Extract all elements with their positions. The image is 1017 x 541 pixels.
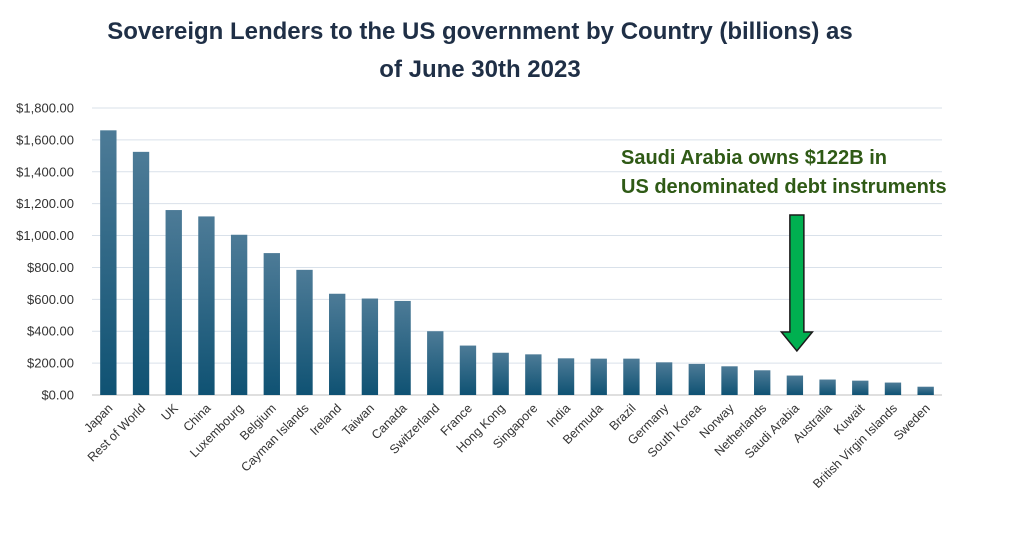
x-tick-label: Sweden [891,401,933,443]
bar-bermuda [590,358,607,395]
x-tick-label: Rest of World [85,401,148,464]
x-tick-label: Ireland [307,401,344,438]
bar-luxembourg [230,234,248,395]
x-tick-label: UK [159,401,182,424]
bar-cayman-islands [296,269,313,395]
bar-kuwait [852,380,869,395]
bar-uk [165,210,182,395]
bar-ireland [329,293,346,395]
bar-rest-of-world [132,151,150,395]
bar-australia [819,379,836,395]
bar-japan [100,130,117,396]
y-tick-label: $400.00 [27,324,74,339]
y-tick-label: $1,200.00 [16,196,74,211]
bar-switzerland [427,331,444,395]
y-tick-label: $1,800.00 [16,101,74,116]
bar-taiwan [361,298,379,395]
bar-china [198,216,215,395]
y-tick-label: $200.00 [27,356,74,371]
bar-hong-kong [492,352,509,395]
annotation-line-2: US denominated debt instruments [621,176,947,198]
y-tick-label: $600.00 [27,292,74,307]
bar-belgium [263,253,280,395]
bar-netherlands [754,370,771,395]
x-tick-label: India [544,401,573,430]
bar-singapore [525,354,542,395]
y-axis-ticks: $0.00 $200.00 $400.00 $600.00 $800.00 $1,000.… [16,101,74,403]
bar-norway [721,366,738,395]
annotation-line-1: Saudi Arabia owns $122B in [621,147,888,169]
bar-canada [394,300,411,395]
y-tick-label: $1,000.00 [16,228,74,243]
chart-title-line-1: Sovereign Lenders to the US government b… [107,18,853,45]
chart-title-line-2: of June 30th 2023 [379,56,581,83]
bar-british-virgin-islands [884,382,902,395]
down-arrow-icon [779,214,814,353]
y-tick-label: $800.00 [27,260,74,275]
y-tick-label: $1,400.00 [16,164,74,179]
y-tick-label: $1,600.00 [16,132,74,147]
y-tick-label: $0.00 [41,388,74,403]
bar-sweden [917,386,934,395]
annotation-arrow [779,214,814,353]
bar-france [459,345,477,395]
bar-india [557,358,575,395]
bar-saudi-arabia [786,375,804,395]
bar-brazil [623,358,640,395]
bar-germany [655,362,673,395]
bar-south-korea [688,363,705,395]
bars [100,130,934,396]
